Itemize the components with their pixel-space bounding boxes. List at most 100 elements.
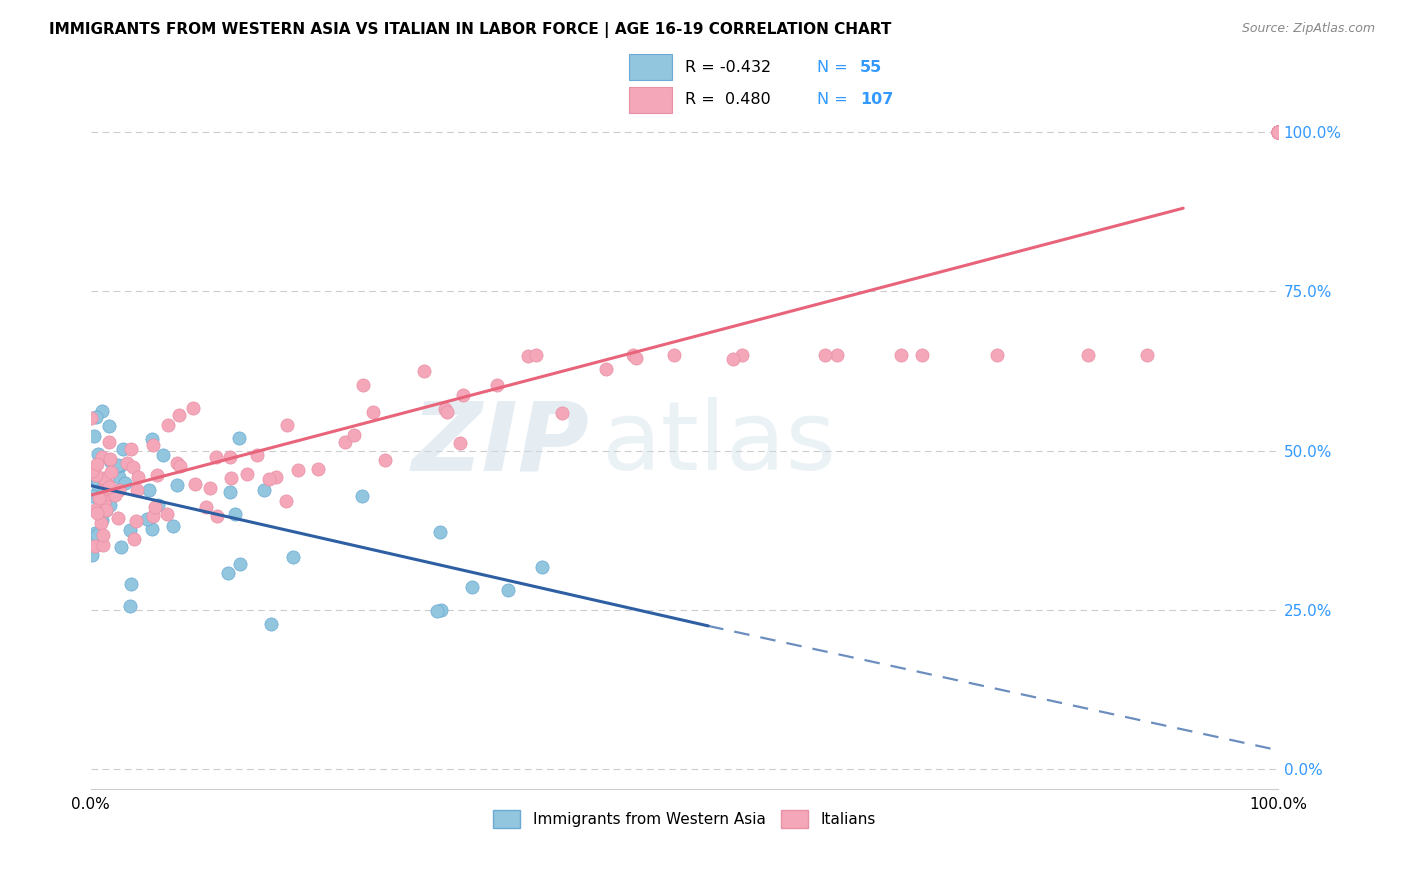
Point: [136, 512, 159, 526]
Point: [531, 559, 554, 574]
Point: [662, 348, 685, 362]
Point: [814, 348, 837, 362]
Legend: Immigrants from Western Asia, Italians: Immigrants from Western Asia, Italians: [485, 802, 883, 836]
Point: [83, 526, 105, 541]
Point: [80, 490, 103, 504]
Point: [107, 459, 129, 474]
Point: [87, 447, 110, 461]
Point: [127, 470, 149, 484]
Point: [228, 431, 250, 445]
Point: [204, 450, 226, 464]
Point: [721, 351, 744, 366]
Point: [142, 438, 165, 452]
Point: [200, 481, 222, 495]
Point: [120, 442, 142, 456]
Point: [621, 348, 644, 362]
Point: [551, 406, 574, 420]
Point: [80, 470, 103, 484]
Point: [229, 557, 252, 571]
Point: [496, 582, 519, 597]
Point: [120, 523, 142, 537]
Text: Source: ZipAtlas.com: Source: ZipAtlas.com: [1241, 22, 1375, 36]
Point: [124, 514, 146, 528]
Point: [93, 538, 115, 552]
Point: [121, 459, 143, 474]
Point: [141, 522, 163, 536]
Point: [1267, 125, 1289, 139]
Point: [1267, 125, 1289, 139]
Point: [93, 483, 115, 498]
Point: [94, 502, 117, 516]
Point: [224, 507, 246, 521]
Point: [87, 484, 110, 499]
Point: [80, 411, 103, 425]
Point: [219, 471, 242, 485]
Point: [141, 433, 163, 447]
Point: [516, 349, 538, 363]
Point: [100, 455, 122, 469]
Point: [236, 467, 259, 481]
Point: [100, 499, 122, 513]
Point: [80, 548, 103, 562]
Point: [94, 503, 117, 517]
Point: [84, 410, 107, 425]
Point: [98, 435, 121, 450]
Point: [166, 456, 188, 470]
Point: [890, 348, 912, 362]
Point: [436, 405, 458, 419]
Point: [287, 463, 309, 477]
Point: [86, 528, 108, 542]
Point: [86, 506, 108, 520]
Point: [108, 470, 131, 484]
Point: [342, 428, 364, 442]
Point: [1267, 125, 1289, 139]
Point: [157, 417, 180, 432]
Point: [108, 458, 131, 473]
Point: [352, 378, 374, 392]
Point: [825, 348, 848, 362]
Point: [283, 549, 305, 564]
Point: [86, 473, 108, 487]
Point: [83, 540, 105, 554]
Point: [1267, 125, 1289, 139]
Point: [124, 532, 146, 546]
Point: [363, 405, 385, 419]
Point: [115, 456, 138, 470]
Point: [169, 458, 191, 473]
Point: [1136, 348, 1159, 362]
Text: R = -0.432: R = -0.432: [685, 60, 770, 75]
Point: [461, 580, 484, 594]
Point: [112, 442, 135, 457]
Point: [125, 483, 148, 497]
Point: [429, 524, 451, 539]
Point: [731, 348, 754, 362]
Point: [1077, 348, 1099, 362]
Point: [276, 418, 298, 433]
Point: [97, 486, 120, 500]
Point: [184, 476, 207, 491]
Point: [426, 603, 449, 617]
Point: [114, 475, 136, 490]
Point: [93, 494, 115, 508]
Point: [138, 483, 160, 497]
Point: [1267, 125, 1289, 139]
Point: [986, 348, 1008, 362]
Point: [195, 500, 218, 514]
Point: [107, 458, 129, 473]
Point: [97, 482, 120, 496]
Point: [217, 566, 239, 580]
Point: [90, 404, 112, 418]
Point: [218, 450, 240, 464]
Point: [1267, 125, 1289, 139]
Point: [335, 435, 357, 450]
Point: [108, 483, 131, 498]
FancyBboxPatch shape: [628, 54, 672, 80]
Point: [90, 516, 112, 530]
Point: [276, 494, 298, 508]
Point: [80, 464, 103, 478]
Text: N =: N =: [817, 60, 848, 75]
Point: [86, 457, 108, 471]
Point: [413, 364, 436, 378]
FancyBboxPatch shape: [628, 87, 672, 113]
Point: [308, 462, 330, 476]
